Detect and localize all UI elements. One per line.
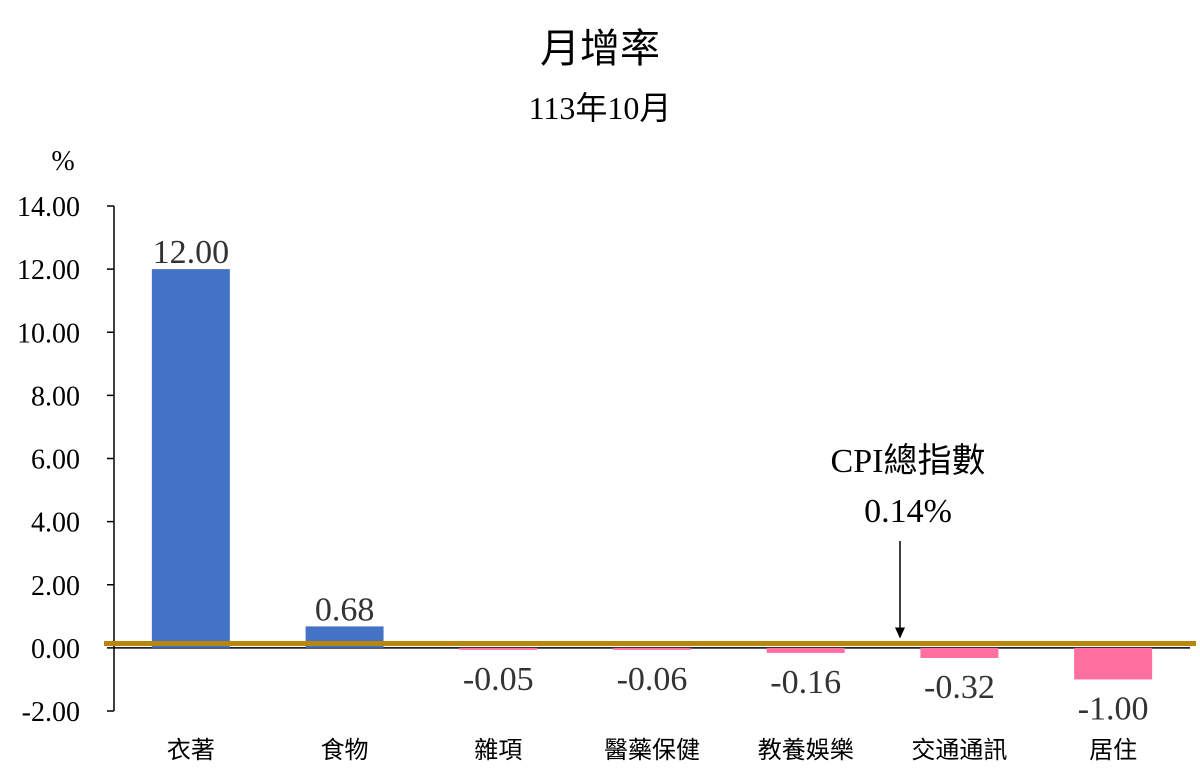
cpi-label: CPI總指數 [831, 442, 986, 480]
y-tick-label: 14.00 [17, 192, 80, 223]
cpi-value-label: 0.14% [864, 493, 952, 530]
bar [151, 269, 230, 648]
bar [613, 647, 691, 650]
y-axis-unit-label: % [51, 146, 74, 177]
y-tick-label: 0.00 [31, 634, 80, 665]
category-label: 衣著 [167, 736, 215, 764]
bar-value-label: -0.05 [463, 661, 534, 698]
x-axis-category-labels: 衣著 食物 雜項 醫藥保健 教養娛樂 交通通訊 居住 [167, 736, 1137, 764]
bar-value-label: -0.16 [770, 664, 841, 701]
bar [920, 647, 999, 658]
category-label: 居住 [1089, 736, 1137, 764]
category-label: 雜項 [474, 736, 522, 764]
chart-title: 月增率 [540, 26, 660, 72]
y-tick-label: 10.00 [17, 318, 80, 349]
bar-value-label: -1.00 [1078, 690, 1149, 727]
category-label: 交通通訊 [911, 736, 1007, 764]
cpi-annotation: CPI總指數 0.14% [831, 442, 986, 639]
y-tick-label: 8.00 [31, 381, 80, 412]
bar-value-label: -0.32 [924, 669, 995, 706]
y-axis-ticks: -2.00 0.00 2.00 4.00 6.00 8.00 10.00 12.00 14.00 [17, 192, 114, 728]
y-tick-label: 4.00 [31, 508, 80, 539]
bar [1074, 647, 1153, 680]
category-label: 食物 [321, 736, 369, 764]
bar-value-label: -0.06 [617, 661, 688, 698]
bars-group: 12.00 0.68 -0.05 -0.06 -0.16 -0.32 -1.00 [151, 234, 1153, 727]
bar-value-label: 0.68 [315, 591, 375, 628]
y-tick-label: -2.00 [22, 697, 80, 728]
y-tick-label: 2.00 [31, 571, 80, 602]
chart-subtitle: 113年10月 [529, 90, 672, 126]
bar [766, 647, 845, 653]
bar [459, 647, 538, 650]
category-label: 教養娛樂 [758, 736, 854, 764]
y-tick-label: 6.00 [31, 445, 80, 476]
category-label: 醫藥保健 [604, 736, 700, 764]
cpi-arrow-head [895, 627, 905, 639]
y-tick-label: 12.00 [17, 255, 80, 286]
bar-value-label: 12.00 [153, 234, 230, 271]
